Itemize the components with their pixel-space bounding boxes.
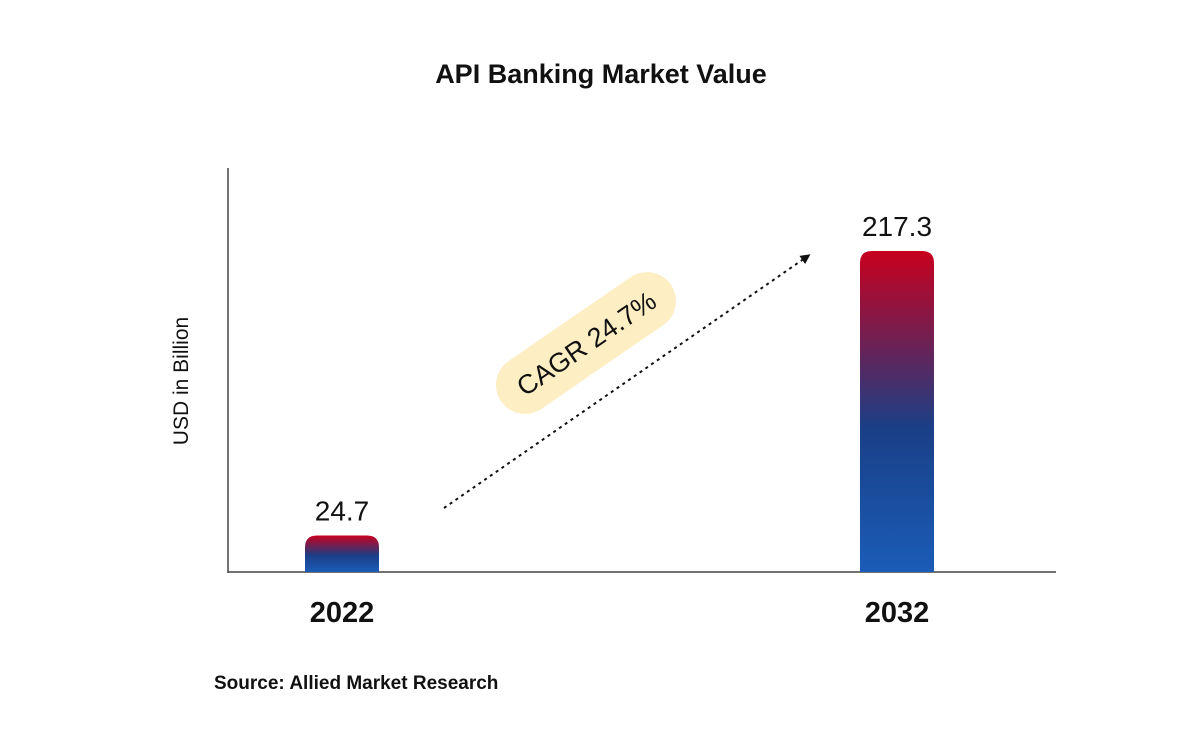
data-label-2022: 24.7 [315, 496, 370, 527]
y-axis-label: USD in Billion [170, 317, 193, 445]
bar-group: 24.7 2022 217.3 2032 [305, 211, 934, 629]
bar-2032 [860, 251, 934, 572]
x-tick-2032: 2032 [865, 597, 930, 629]
cagr-badge [496, 272, 676, 414]
x-tick-2022: 2022 [310, 597, 375, 629]
data-label-2032: 217.3 [862, 211, 932, 242]
chart-title: API Banking Market Value [435, 59, 767, 89]
cagr-annotation: CAGR 24.7% [443, 254, 811, 509]
bar-2022 [305, 535, 379, 572]
source-note: Source: Allied Market Research [214, 673, 498, 694]
